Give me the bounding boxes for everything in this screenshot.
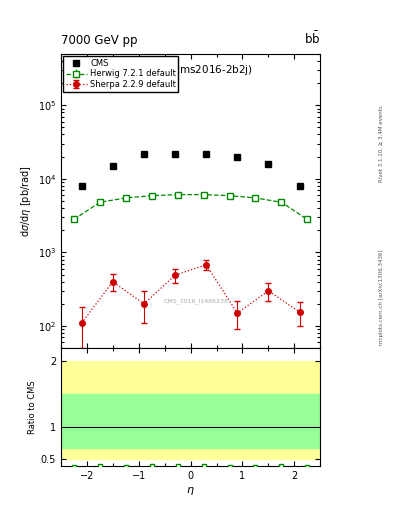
Text: CMS_2016_I1486238: CMS_2016_I1486238 bbox=[163, 298, 228, 304]
Text: 7000 GeV pp: 7000 GeV pp bbox=[61, 34, 138, 47]
Bar bbox=[61, 394, 320, 449]
Text: $\eta$(b-jet) (cms2016-2b2j): $\eta$(b-jet) (cms2016-2b2j) bbox=[128, 62, 253, 77]
Text: b$\bar{\rm b}$: b$\bar{\rm b}$ bbox=[304, 31, 320, 47]
Y-axis label: Ratio to CMS: Ratio to CMS bbox=[28, 380, 37, 434]
X-axis label: $\eta$: $\eta$ bbox=[186, 485, 195, 497]
Text: mcplots.cern.ch [arXiv:1306.3436]: mcplots.cern.ch [arXiv:1306.3436] bbox=[379, 249, 384, 345]
Text: Rivet 3.1.10, ≥ 3.4M events: Rivet 3.1.10, ≥ 3.4M events bbox=[379, 105, 384, 182]
Bar bbox=[61, 361, 320, 459]
Legend: CMS, Herwig 7.2.1 default, Sherpa 2.2.9 default: CMS, Herwig 7.2.1 default, Sherpa 2.2.9 … bbox=[63, 56, 178, 92]
Y-axis label: d$\sigma$/d$\eta$ [pb/rad]: d$\sigma$/d$\eta$ [pb/rad] bbox=[19, 165, 33, 237]
